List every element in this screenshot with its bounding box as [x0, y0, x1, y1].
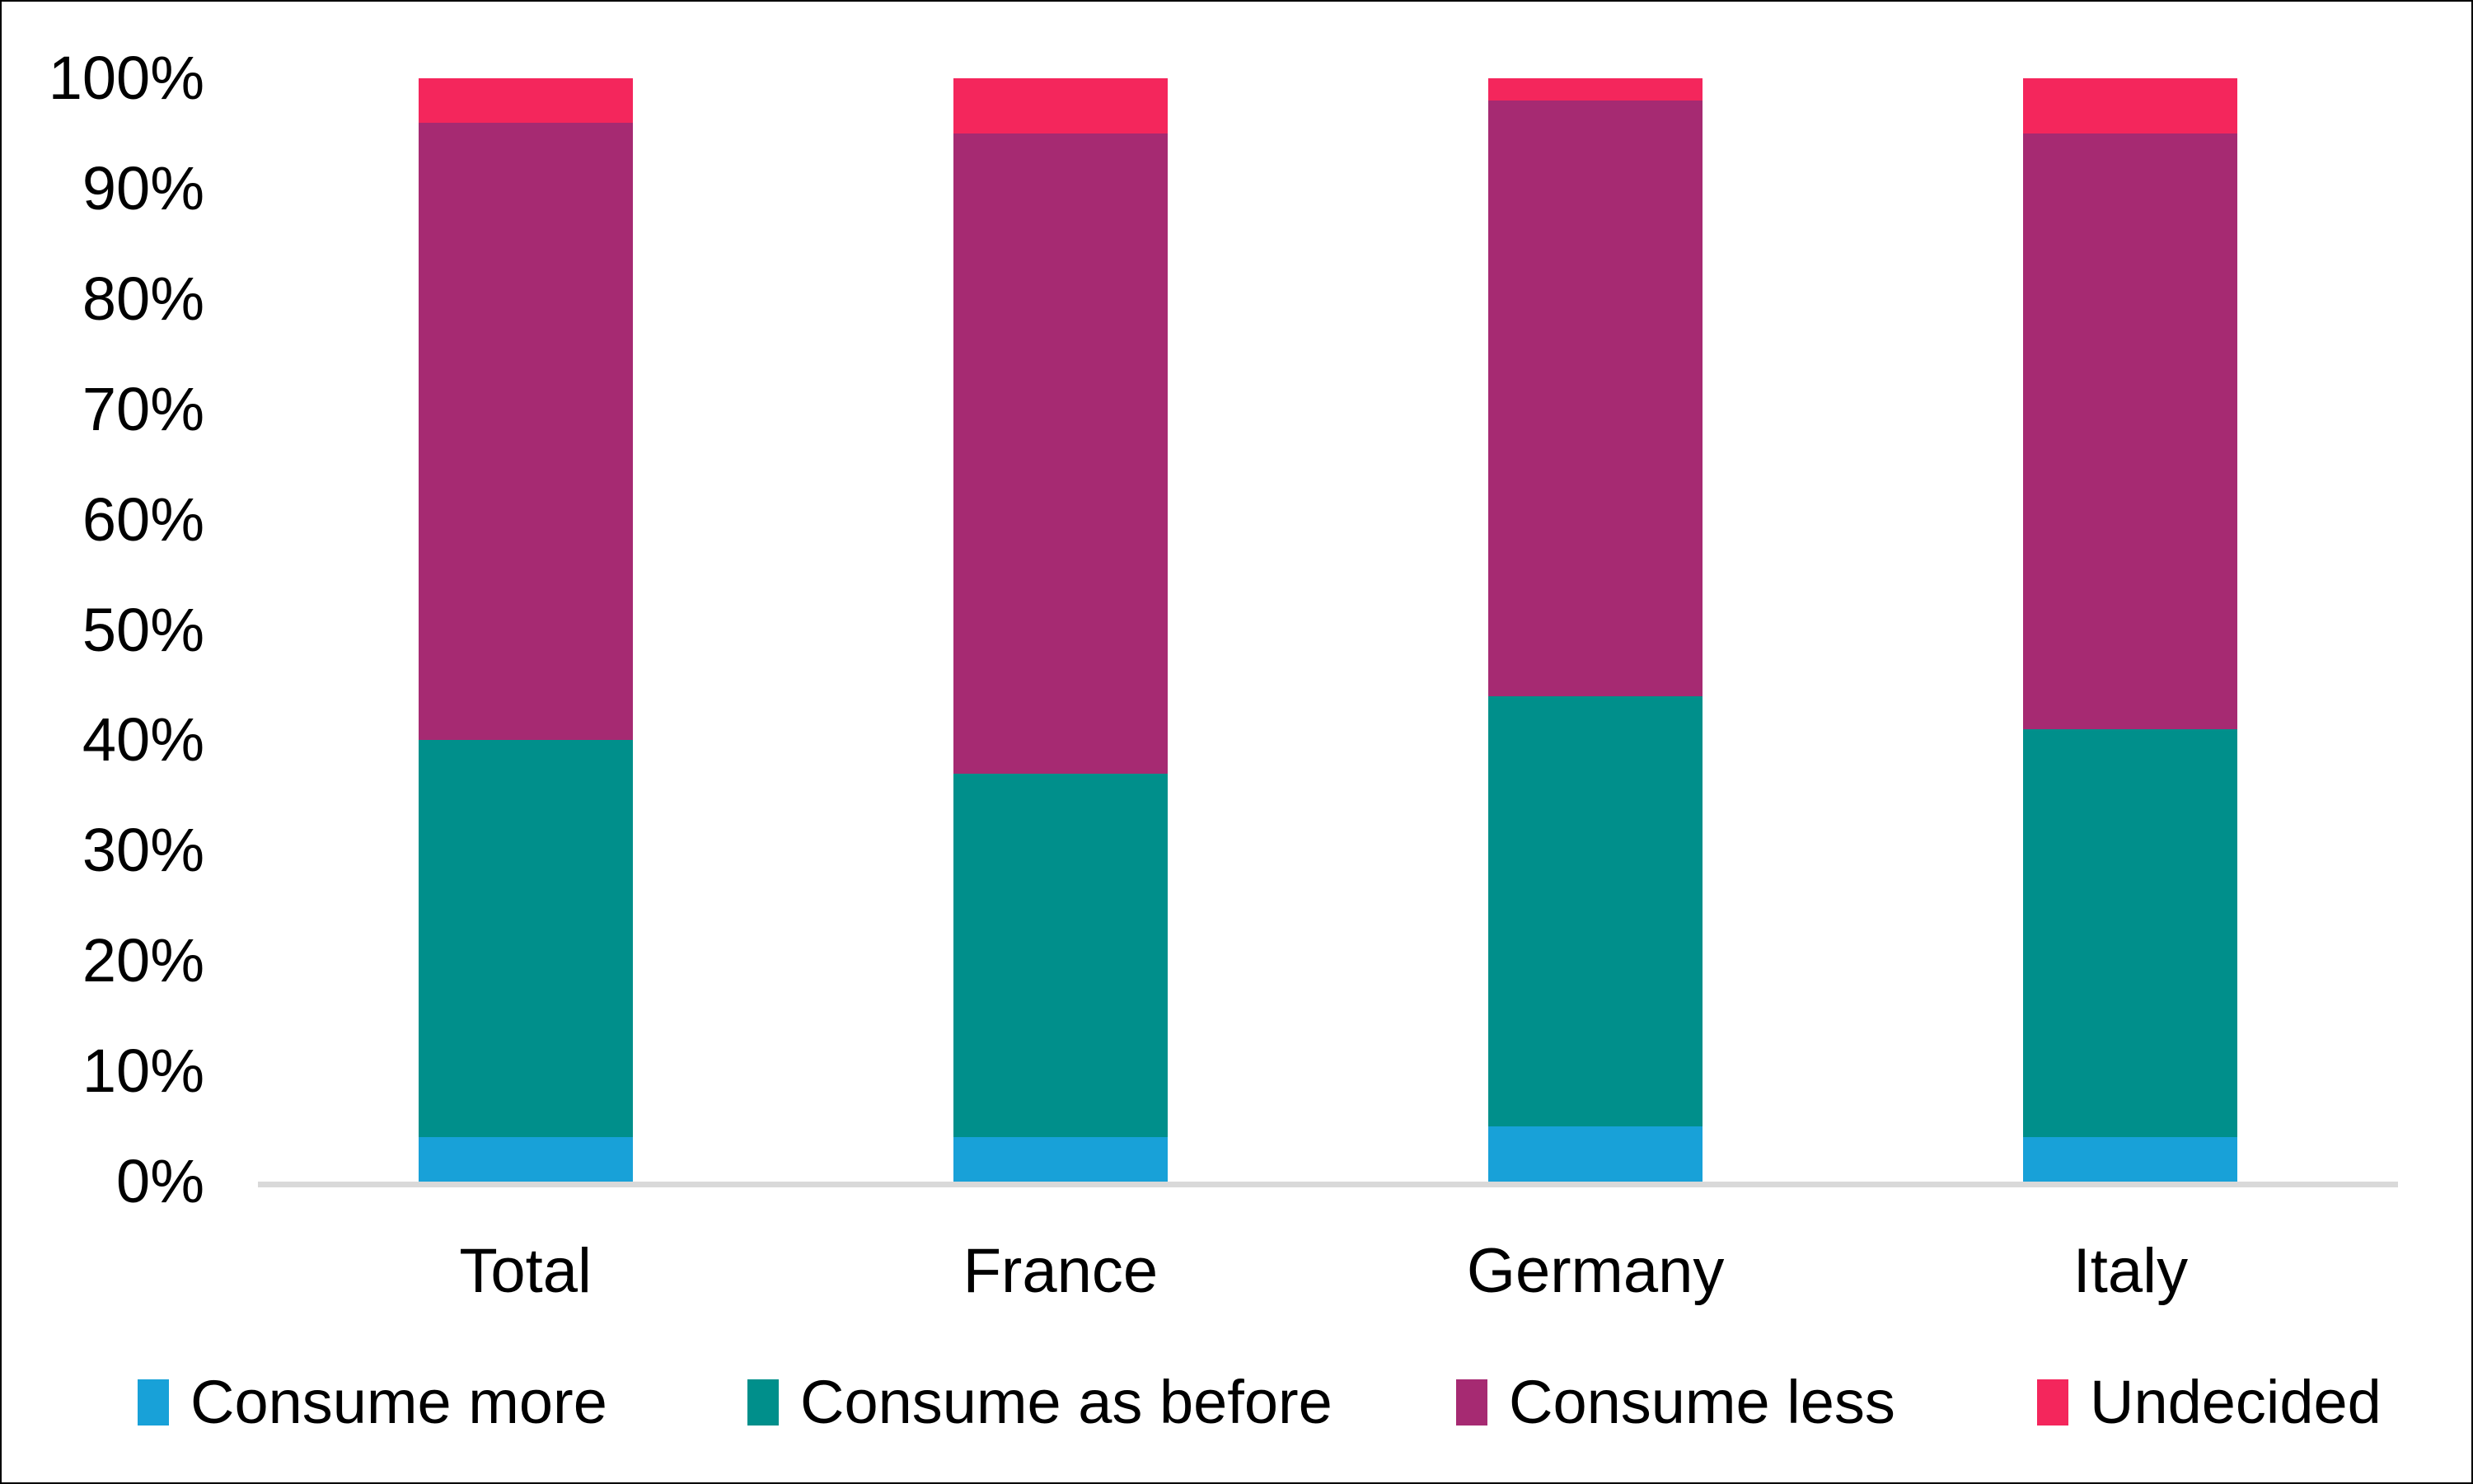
bar-segment-germany-consume-less	[1488, 100, 1703, 696]
x-axis-line	[258, 1182, 2398, 1187]
x-category-label-total: Total	[459, 1236, 592, 1306]
y-tick-label: 0%	[116, 1147, 204, 1215]
y-tick-label: 20%	[82, 926, 204, 995]
bar-segment-france-consume-as-before	[953, 773, 1168, 1138]
legend-label: Consume as before	[800, 1368, 1333, 1436]
bar-segment-italy-consume-less	[2023, 133, 2238, 729]
bar-segment-italy-consume-as-before	[2023, 729, 2238, 1138]
x-category-label-italy: Italy	[2073, 1236, 2189, 1306]
legend-item-consume-less: Consume less	[1456, 1368, 1895, 1437]
bar-segment-germany-consume-more	[1488, 1126, 1703, 1182]
legend-label: Consume less	[1509, 1368, 1895, 1436]
legend-swatch-icon	[138, 1379, 169, 1425]
y-tick-label: 60%	[82, 485, 204, 554]
bar-segment-france-consume-more	[953, 1137, 1168, 1182]
bar-segment-total-undecided	[418, 78, 633, 123]
bar-segment-italy-undecided	[2023, 78, 2238, 133]
legend-item-consume-as-before: Consume as before	[747, 1368, 1333, 1437]
legend-item-consume-more: Consume more	[138, 1368, 607, 1437]
legend-swatch-icon	[747, 1379, 779, 1425]
y-tick-label: 10%	[82, 1037, 204, 1106]
bar-segment-total-consume-as-before	[418, 740, 633, 1138]
y-tick-label: 100%	[48, 44, 204, 112]
bar-segment-germany-consume-as-before	[1488, 695, 1703, 1127]
bar-segment-germany-undecided	[1488, 78, 1703, 101]
legend-label: Consume more	[190, 1368, 607, 1436]
y-tick-label: 80%	[82, 264, 204, 333]
legend-swatch-icon	[2037, 1379, 2068, 1425]
x-category-label-france: France	[963, 1236, 1159, 1306]
x-category-label-germany: Germany	[1466, 1236, 1725, 1306]
legend-item-undecided: Undecided	[2037, 1368, 2382, 1437]
bar-segment-france-consume-less	[953, 133, 1168, 774]
bar-segment-total-consume-less	[418, 122, 633, 741]
bar-segment-total-consume-more	[418, 1137, 633, 1182]
y-tick-label: 40%	[82, 705, 204, 775]
y-tick-label: 50%	[82, 595, 204, 664]
bar-segment-italy-consume-more	[2023, 1137, 2238, 1182]
bar-segment-france-undecided	[953, 78, 1168, 133]
legend-label: Undecided	[2090, 1368, 2382, 1436]
y-tick-label: 90%	[82, 153, 204, 222]
y-tick-label: 70%	[82, 374, 204, 443]
legend-swatch-icon	[1456, 1379, 1487, 1425]
y-tick-label: 30%	[82, 816, 204, 885]
